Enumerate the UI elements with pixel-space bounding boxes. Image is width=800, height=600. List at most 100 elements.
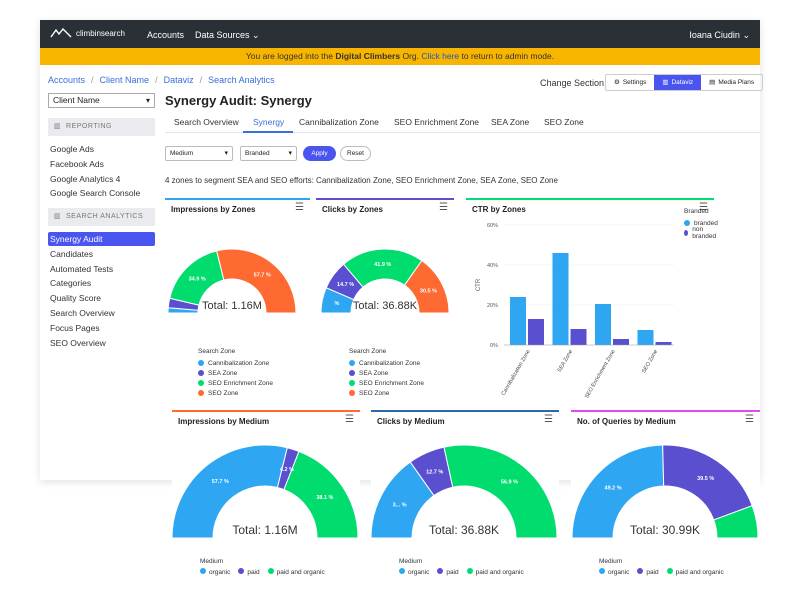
legend-item[interactable]: non branded xyxy=(684,226,718,240)
breadcrumb-accounts[interactable]: Accounts xyxy=(48,75,86,85)
legend-item[interactable]: Cannibalization Zone xyxy=(349,358,424,368)
legend-dot xyxy=(200,568,206,574)
bar[interactable] xyxy=(595,304,611,345)
tab-seo-enrichment-zone[interactable]: SEO Enrichment Zone xyxy=(394,117,480,127)
analytics-head-label: SEARCH ANALYTICS xyxy=(66,213,144,220)
apply-button[interactable]: Apply xyxy=(303,146,336,161)
legend-item[interactable]: SEA Zone xyxy=(349,368,424,378)
bar[interactable] xyxy=(637,330,654,345)
nav-data-sources[interactable]: Data Sources ⌄ xyxy=(195,30,260,41)
breadcrumb-search-analytics[interactable]: Search Analytics xyxy=(208,75,275,85)
bar-chart-icon: ▥ xyxy=(662,79,669,86)
hamburger-menu-icon[interactable]: ☰ xyxy=(745,414,754,425)
media-plans-button[interactable]: ▤ Media Plans xyxy=(701,75,762,90)
data-label: 39.5 % xyxy=(697,476,714,482)
legend-label: paid and organic xyxy=(276,569,325,576)
sidebar-item-candidates[interactable]: Candidates xyxy=(50,248,94,259)
legend-label: branded xyxy=(694,219,718,227)
app-logo[interactable]: climbinsearch xyxy=(50,28,125,38)
tab-cannibalization-zone[interactable]: Cannibalization Zone xyxy=(299,117,379,127)
legend-item[interactable]: organic xyxy=(200,568,230,576)
legend-title: Branded xyxy=(684,208,709,215)
donut-slice[interactable] xyxy=(283,450,359,539)
sidebar-item-facebook-ads[interactable]: Facebook Ads xyxy=(50,158,104,169)
donut-slice[interactable] xyxy=(403,259,450,314)
sidebar-item-focus-pages[interactable]: Focus Pages xyxy=(50,322,100,333)
legend-item[interactable]: SEA Zone xyxy=(198,368,273,378)
donut-slice[interactable] xyxy=(662,444,753,521)
sidebar-item-google-analytics-4[interactable]: Google Analytics 4 xyxy=(50,173,121,184)
sidebar-item-search-overview[interactable]: Search Overview xyxy=(50,307,115,318)
bar[interactable] xyxy=(528,319,544,345)
hamburger-menu-icon[interactable]: ☰ xyxy=(295,202,304,213)
donut-slice[interactable] xyxy=(713,505,759,539)
legend-item[interactable]: paid and organic xyxy=(267,568,325,576)
reset-button[interactable]: Reset xyxy=(340,146,371,161)
tab-search-overview[interactable]: Search Overview xyxy=(174,117,239,127)
y-tick-label: 40% xyxy=(487,263,498,269)
hamburger-menu-icon[interactable]: ☰ xyxy=(345,414,354,425)
hamburger-menu-icon[interactable]: ☰ xyxy=(699,202,708,213)
branded-filter-select[interactable]: Branded xyxy=(240,146,297,161)
tab-seo-zone[interactable]: SEO Zone xyxy=(544,117,584,127)
y-axis-label: CTR xyxy=(476,278,482,291)
chart-legend: Search Zone Cannibalization Zone SEA Zon… xyxy=(349,348,424,398)
sidebar-item-google-search-console[interactable]: Google Search Console xyxy=(50,188,141,199)
tab-sea-zone[interactable]: SEA Zone xyxy=(491,117,530,127)
bar[interactable] xyxy=(570,329,587,345)
legend-item[interactable]: SEO Zone xyxy=(198,388,273,398)
client-select[interactable]: Client Name xyxy=(48,93,155,108)
legend-item[interactable]: SEO Zone xyxy=(349,388,424,398)
banner-admin-link[interactable]: Click here xyxy=(421,51,460,61)
legend-label: SEO Enrichment Zone xyxy=(208,379,274,387)
breadcrumb-dataviz[interactable]: Dataviz xyxy=(163,75,194,85)
legend-item[interactable]: SEO Enrichment Zone xyxy=(349,378,424,388)
legend-item[interactable]: paid xyxy=(637,568,659,576)
x-tick-label: SEA Zone xyxy=(557,349,575,373)
chart-title: CTR by Zones xyxy=(472,205,526,214)
medium-filter-select[interactable]: Medium xyxy=(165,146,233,161)
nav-accounts[interactable]: Accounts xyxy=(147,30,185,40)
x-tick-label: SEO Enrichment Zone xyxy=(584,349,617,398)
legend-item[interactable]: paid xyxy=(238,568,260,576)
sidebar-item-categories[interactable]: Categories xyxy=(50,278,92,289)
chart-icon: ▥ xyxy=(54,213,62,220)
banner-text: You are logged into the xyxy=(245,51,336,61)
hamburger-menu-icon[interactable]: ☰ xyxy=(544,414,553,425)
legend-item[interactable]: paid xyxy=(437,568,459,576)
legend-label: SEO Enrichment Zone xyxy=(359,379,425,387)
bar[interactable] xyxy=(613,339,629,345)
ctr-by-zones-card: CTR by Zones ☰ Branded branded non brand… xyxy=(466,198,718,403)
sidebar-item-seo-overview[interactable]: SEO Overview xyxy=(50,337,106,348)
tab-synergy[interactable]: Synergy xyxy=(253,117,285,127)
legend-item[interactable]: SEO Enrichment Zone xyxy=(198,378,273,388)
user-menu[interactable]: Ioana Ciudin ⌄ xyxy=(689,30,750,41)
sidebar-item-synergy-audit[interactable]: Synergy Audit xyxy=(50,234,103,244)
bar[interactable] xyxy=(655,342,672,345)
sidebar-item-google-ads[interactable]: Google Ads xyxy=(50,144,94,154)
legend-item[interactable]: paid and organic xyxy=(466,568,524,576)
hamburger-menu-icon[interactable]: ☰ xyxy=(439,202,448,213)
legend-item[interactable]: organic xyxy=(399,568,429,576)
legend-dot xyxy=(349,390,355,396)
sidebar-item-automated-tests[interactable]: Automated Tests xyxy=(50,263,114,274)
legend-item[interactable]: branded xyxy=(684,218,718,228)
legend-dot xyxy=(437,568,444,574)
breadcrumb: Accounts / Client Name / Dataviz / Search Anal… xyxy=(48,75,275,85)
donut-slice[interactable] xyxy=(172,444,288,539)
bar[interactable] xyxy=(510,297,526,345)
legend-item[interactable]: paid and organic xyxy=(666,568,724,576)
legend-dot xyxy=(238,568,245,574)
settings-button[interactable]: ⚙ Settings xyxy=(606,75,654,90)
bar[interactable] xyxy=(552,253,569,345)
legend-item[interactable]: organic xyxy=(599,568,629,576)
donut-slice[interactable] xyxy=(216,248,297,314)
chart-legend: Medium organic paid paid and organic xyxy=(399,558,524,576)
dataviz-button[interactable]: ▥ Dataviz xyxy=(654,75,702,90)
legend-item[interactable]: Cannibalization Zone xyxy=(198,358,273,368)
legend-title: Medium xyxy=(399,558,423,565)
donut-slice[interactable] xyxy=(443,444,558,539)
logo-text: climbinsearch xyxy=(76,28,125,38)
sidebar-item-quality-score[interactable]: Quality Score xyxy=(50,293,102,304)
breadcrumb-client[interactable]: Client Name xyxy=(99,75,150,85)
